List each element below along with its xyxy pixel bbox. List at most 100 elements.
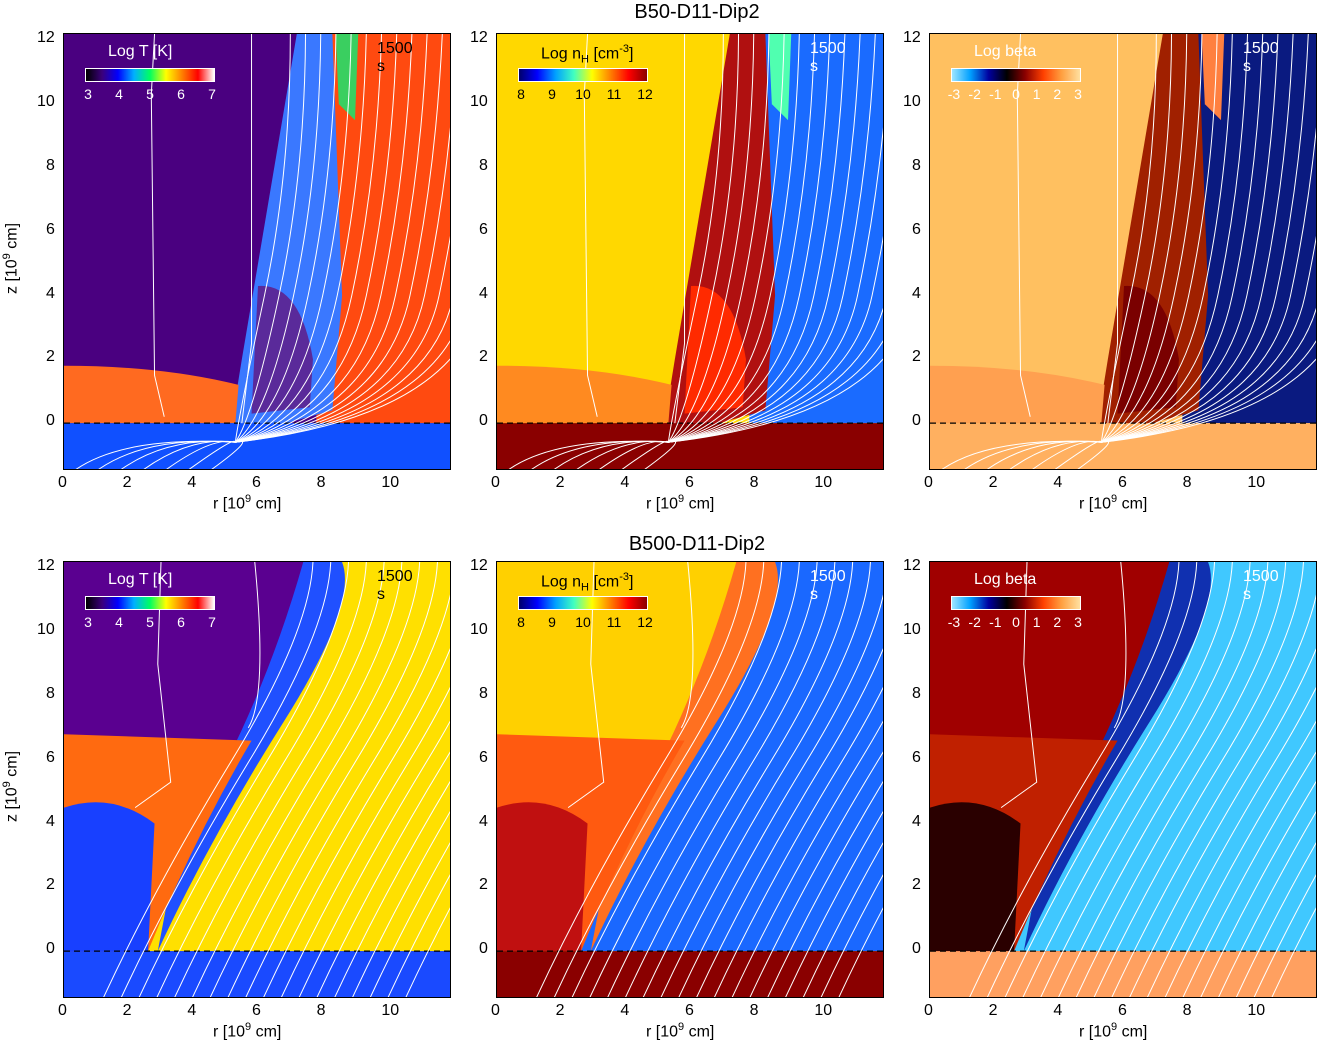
row-title-top: B50-D11-Dip2 bbox=[634, 1, 760, 23]
field-line bbox=[1101, 34, 1249, 443]
y-tick-label: 10 bbox=[903, 621, 921, 639]
colorbar-tick-label: 0 bbox=[1012, 86, 1020, 102]
jet-tip bbox=[768, 34, 792, 121]
field-line bbox=[668, 34, 785, 443]
field-line bbox=[668, 34, 846, 443]
field-line bbox=[1101, 34, 1264, 443]
field-line bbox=[227, 562, 438, 997]
field-line bbox=[802, 842, 883, 997]
colorbar-tick-label: -1 bbox=[989, 614, 1002, 630]
field-line bbox=[667, 34, 724, 443]
field-line bbox=[1100, 34, 1157, 443]
y-tick-label: 4 bbox=[479, 812, 488, 830]
y-axis-label: z [109 cm] bbox=[1, 222, 21, 294]
field-line bbox=[969, 562, 1180, 997]
corona-region bbox=[1182, 34, 1316, 424]
field-line bbox=[536, 562, 747, 997]
field-line bbox=[1022, 562, 1233, 997]
field-line bbox=[1101, 34, 1203, 443]
y-tick-label: 0 bbox=[479, 940, 488, 958]
y-tick-label: 10 bbox=[37, 621, 55, 639]
field-line bbox=[785, 811, 883, 997]
field-line bbox=[166, 440, 236, 469]
field-line bbox=[1101, 34, 1233, 443]
colorbar-tick-label: 5 bbox=[146, 86, 154, 102]
time-label: 1500 s bbox=[377, 568, 413, 603]
field-line bbox=[1101, 126, 1316, 443]
plot-area bbox=[63, 561, 451, 998]
y-tick-label: 2 bbox=[46, 348, 55, 366]
colorbar-tick-label: 10 bbox=[575, 86, 591, 102]
field-line bbox=[1253, 874, 1316, 997]
x-tick-label: 2 bbox=[555, 1002, 565, 1019]
field-line bbox=[668, 126, 883, 443]
field-line bbox=[696, 647, 883, 997]
colorbar bbox=[85, 68, 215, 82]
y-tick-label: 0 bbox=[912, 940, 921, 958]
chromosphere bbox=[930, 423, 1316, 469]
field-line bbox=[571, 562, 783, 997]
corona-region bbox=[749, 34, 883, 424]
field-line bbox=[235, 34, 337, 443]
field-line bbox=[680, 562, 694, 729]
field-line bbox=[667, 34, 740, 443]
field-line bbox=[120, 562, 332, 997]
colorbar-tick-label: 1 bbox=[1032, 614, 1041, 630]
field-line bbox=[644, 440, 677, 469]
y-tick-label: 12 bbox=[37, 29, 55, 47]
colorbar-tick-label: 6 bbox=[177, 614, 185, 630]
colorbar-tick-label: 7 bbox=[208, 86, 216, 102]
colorbar-tick-label: 5 bbox=[146, 614, 154, 630]
field-line bbox=[1101, 307, 1316, 443]
field-line bbox=[235, 339, 450, 443]
field-line bbox=[369, 842, 450, 997]
field-line bbox=[749, 751, 883, 997]
field-line bbox=[1218, 811, 1316, 997]
x-tick-label: 10 bbox=[1247, 1002, 1266, 1019]
x-tick-label: 4 bbox=[1053, 474, 1063, 491]
time-label: 1500 s bbox=[1243, 40, 1279, 75]
time-label: 1500 s bbox=[810, 40, 846, 75]
corona-region bbox=[568, 562, 883, 952]
colorbar-title: Log T [K] bbox=[108, 571, 173, 588]
field-line bbox=[607, 562, 818, 997]
x-tick-label: 8 bbox=[749, 474, 759, 491]
field-line bbox=[1164, 720, 1316, 997]
field-line bbox=[235, 34, 352, 443]
y-tick-label: 12 bbox=[903, 29, 921, 47]
field-line bbox=[134, 562, 172, 809]
y-tick-label: 2 bbox=[479, 876, 488, 894]
x-tick-label: 6 bbox=[685, 474, 694, 491]
field-line bbox=[234, 34, 291, 443]
x-axis-label: r [109 cm] bbox=[213, 493, 282, 513]
field-line bbox=[1107, 34, 1119, 424]
field-line bbox=[235, 307, 450, 443]
x-tick-label: 2 bbox=[988, 474, 998, 491]
colorbar-tick-label: -1 bbox=[989, 86, 1002, 102]
plot-area bbox=[929, 561, 1317, 998]
field-line bbox=[1040, 562, 1251, 997]
chromosphere bbox=[497, 423, 883, 469]
field-line bbox=[235, 34, 413, 443]
field-line bbox=[1101, 34, 1218, 443]
field-line bbox=[211, 440, 244, 469]
heatmap-svg bbox=[930, 562, 1316, 997]
field-line bbox=[235, 34, 398, 443]
x-tick-label: 8 bbox=[749, 1002, 759, 1019]
field-line bbox=[583, 34, 598, 417]
x-tick-label: 4 bbox=[620, 474, 630, 491]
x-tick-label: 4 bbox=[187, 474, 197, 491]
y-tick-label: 2 bbox=[46, 876, 55, 894]
field-line bbox=[1093, 562, 1304, 997]
colorbar-tick-label: 3 bbox=[1074, 614, 1082, 630]
heatmap-svg bbox=[930, 34, 1316, 469]
field-line bbox=[668, 34, 755, 443]
colorbar-tick-label: 0 bbox=[1012, 614, 1020, 630]
plot-area bbox=[929, 33, 1317, 470]
field-line bbox=[235, 34, 367, 443]
row-title-bottom: B500-D11-Dip2 bbox=[628, 533, 766, 555]
plot-area bbox=[496, 561, 884, 998]
y-tick-label: 10 bbox=[37, 93, 55, 111]
y-tick-label: 4 bbox=[912, 812, 921, 830]
colorbar-tick-label: 4 bbox=[115, 86, 123, 102]
